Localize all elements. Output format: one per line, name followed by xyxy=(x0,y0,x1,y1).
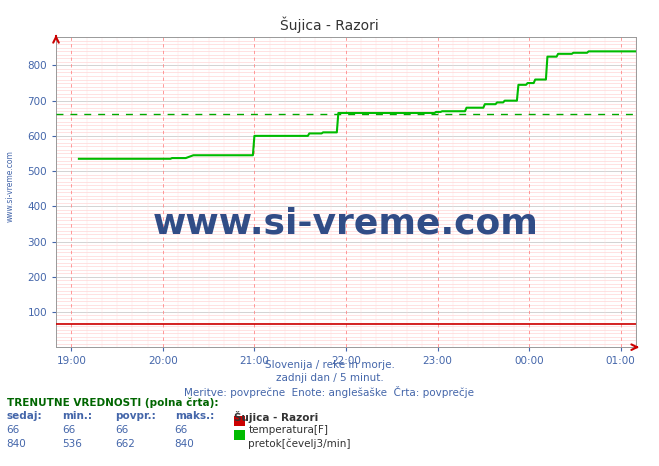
Text: sedaj:: sedaj: xyxy=(7,411,42,421)
Text: TRENUTNE VREDNOSTI (polna črta):: TRENUTNE VREDNOSTI (polna črta): xyxy=(7,397,218,408)
Text: 66: 66 xyxy=(115,425,129,435)
Text: maks.:: maks.: xyxy=(175,411,214,421)
Text: Šujica - Razori: Šujica - Razori xyxy=(280,16,379,33)
Text: 66: 66 xyxy=(63,425,76,435)
Text: www.si-vreme.com: www.si-vreme.com xyxy=(5,151,14,222)
Text: temperatura[F]: temperatura[F] xyxy=(248,425,328,435)
Text: 66: 66 xyxy=(175,425,188,435)
Text: Šujica - Razori: Šujica - Razori xyxy=(234,411,318,423)
Text: 66: 66 xyxy=(7,425,20,435)
Text: 840: 840 xyxy=(7,439,26,449)
Text: 662: 662 xyxy=(115,439,135,449)
Text: 840: 840 xyxy=(175,439,194,449)
Text: 536: 536 xyxy=(63,439,82,449)
Text: www.si-vreme.com: www.si-vreme.com xyxy=(153,206,539,240)
Text: povpr.:: povpr.: xyxy=(115,411,156,421)
Text: pretok[čevelj3/min]: pretok[čevelj3/min] xyxy=(248,439,351,450)
Text: min.:: min.: xyxy=(63,411,93,421)
Text: Meritve: povprečne  Enote: anglešaške  Črta: povprečje: Meritve: povprečne Enote: anglešaške Črt… xyxy=(185,386,474,398)
Text: zadnji dan / 5 minut.: zadnji dan / 5 minut. xyxy=(275,373,384,383)
Text: Slovenija / reke in morje.: Slovenija / reke in morje. xyxy=(264,360,395,370)
